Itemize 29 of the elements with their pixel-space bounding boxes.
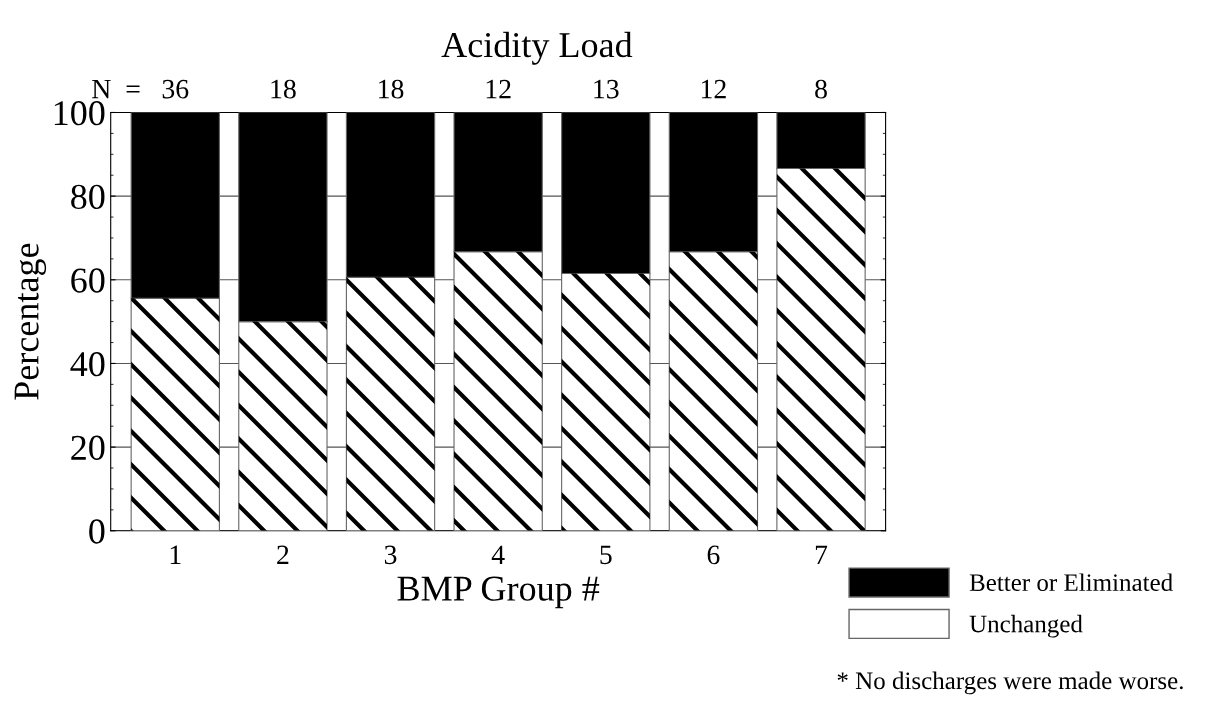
y-axis-title: Percentage <box>14 243 47 400</box>
text: 12 <box>701 79 726 99</box>
x-axis-title: BMP Group # <box>397 576 600 609</box>
x-tick-label: 6 <box>707 545 720 565</box>
text: 18 <box>271 79 296 99</box>
y-tick-label: 0 <box>89 519 105 544</box>
y-tick-label: 100 <box>54 100 105 126</box>
legend-label: Better or Eliminated <box>969 573 1173 592</box>
legend-label: Unchanged <box>969 614 1083 638</box>
text: N = <box>92 80 140 99</box>
y-tick-label: 20 <box>71 435 105 460</box>
text: 13 <box>594 79 619 99</box>
bar <box>668 112 759 253</box>
x-tick-label: 7 <box>815 545 828 564</box>
text: 12 <box>486 79 511 99</box>
chart-title: Acidity Load <box>441 31 633 65</box>
text: 18 <box>379 79 404 99</box>
y-tick-label: 40 <box>70 351 105 377</box>
x-tick-label: 3 <box>384 545 397 565</box>
text: 8 <box>815 79 827 99</box>
y-tick-label: 60 <box>71 268 105 293</box>
text: 36 <box>162 79 189 99</box>
y-tick-label: 80 <box>71 184 105 210</box>
text: * No discharges were made worse. <box>837 671 1183 695</box>
x-tick-label: 1 <box>170 545 181 564</box>
bar <box>345 112 436 278</box>
x-tick-label: 2 <box>277 545 289 564</box>
x-tick-label: 4 <box>491 545 505 564</box>
x-tick-label: 5 <box>600 545 612 565</box>
